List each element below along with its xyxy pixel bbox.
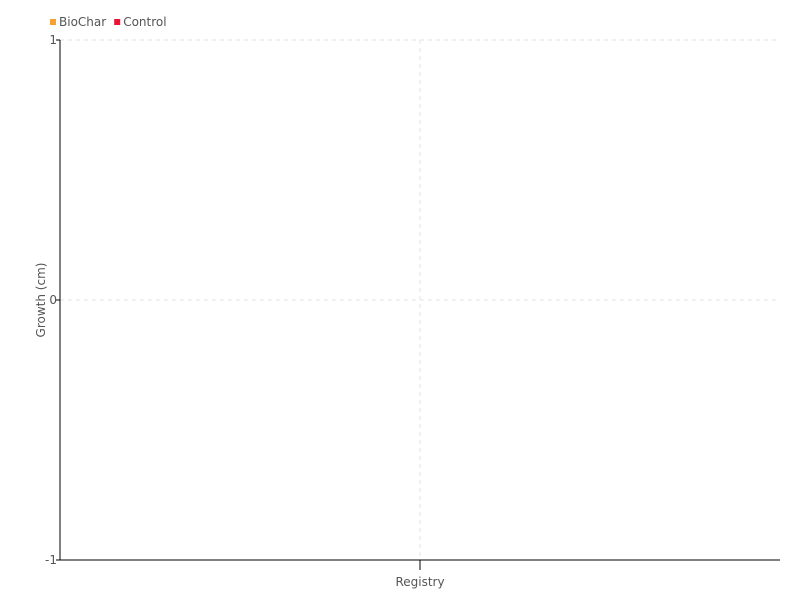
legend: BioChar Control (50, 15, 167, 29)
y-axis-label: Growth (cm) (34, 263, 48, 338)
y-tick-label: 1 (49, 33, 57, 47)
y-ticks: -1 0 1 (45, 33, 60, 567)
y-tick-label: 0 (49, 293, 57, 307)
y-tick-label: -1 (45, 553, 57, 567)
x-axis-label: Registry (395, 575, 444, 589)
legend-label: Control (123, 15, 166, 29)
legend-item[interactable]: BioChar (50, 15, 106, 29)
legend-item[interactable]: Control (114, 15, 167, 29)
legend-label: BioChar (59, 15, 106, 29)
legend-swatch (114, 19, 121, 25)
legend-swatch (50, 19, 56, 25)
grid (60, 39, 780, 560)
